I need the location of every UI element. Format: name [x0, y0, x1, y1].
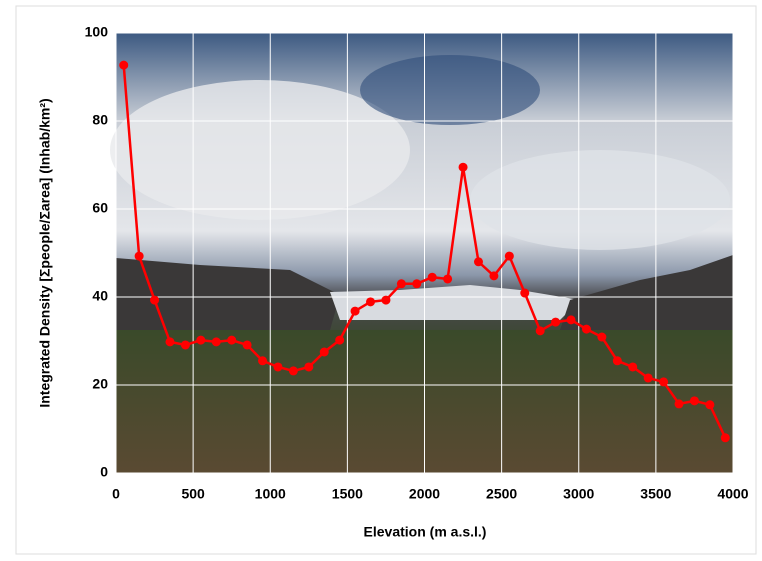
- point: [351, 307, 360, 316]
- point: [721, 433, 730, 442]
- point: [705, 400, 714, 409]
- y-tick-label: 40: [92, 288, 108, 304]
- x-axis-label: Elevation (m a.s.l.): [364, 524, 487, 540]
- point: [273, 362, 282, 371]
- y-tick-label: 0: [100, 464, 108, 480]
- x-tick-label: 1500: [332, 486, 363, 502]
- point: [659, 377, 668, 386]
- point: [196, 336, 205, 345]
- point: [459, 163, 468, 172]
- point: [381, 296, 390, 305]
- x-tick-label: 0: [112, 486, 120, 502]
- y-axis-label: Integrated Density [Σpeople/Σarea] (Inha…: [37, 98, 53, 407]
- point: [412, 279, 421, 288]
- point: [289, 366, 298, 375]
- point: [119, 61, 128, 70]
- point: [212, 337, 221, 346]
- point: [489, 271, 498, 280]
- point: [227, 336, 236, 345]
- point: [428, 273, 437, 282]
- point: [320, 348, 329, 357]
- x-tick-label: 3500: [640, 486, 671, 502]
- point: [181, 340, 190, 349]
- x-tick-label: 2500: [486, 486, 517, 502]
- point: [644, 373, 653, 382]
- x-tick-label: 1000: [255, 486, 286, 502]
- x-tick-label: 2000: [409, 486, 440, 502]
- point: [520, 289, 529, 298]
- x-tick-label: 3000: [563, 486, 594, 502]
- point: [165, 337, 174, 346]
- point: [243, 340, 252, 349]
- point: [474, 257, 483, 266]
- point: [366, 297, 375, 306]
- point: [582, 325, 591, 334]
- point: [258, 356, 267, 365]
- background-photo: [110, 33, 733, 473]
- point: [335, 336, 344, 345]
- point: [150, 296, 159, 305]
- y-tick-label: 20: [92, 376, 108, 392]
- point: [628, 362, 637, 371]
- point: [551, 318, 560, 327]
- point: [135, 252, 144, 261]
- point: [304, 362, 313, 371]
- point: [675, 399, 684, 408]
- x-tick-label: 500: [181, 486, 205, 502]
- point: [397, 279, 406, 288]
- y-tick-label: 100: [85, 24, 109, 40]
- y-tick-label: 80: [92, 112, 108, 128]
- point: [505, 252, 514, 261]
- point: [690, 396, 699, 405]
- chart: Elevation (m a.s.l.) Integrated Density …: [0, 0, 762, 561]
- point: [597, 333, 606, 342]
- point: [443, 274, 452, 283]
- point: [567, 315, 576, 324]
- x-tick-label: 4000: [717, 486, 748, 502]
- point: [536, 326, 545, 335]
- y-tick-label: 60: [92, 200, 108, 216]
- point: [613, 356, 622, 365]
